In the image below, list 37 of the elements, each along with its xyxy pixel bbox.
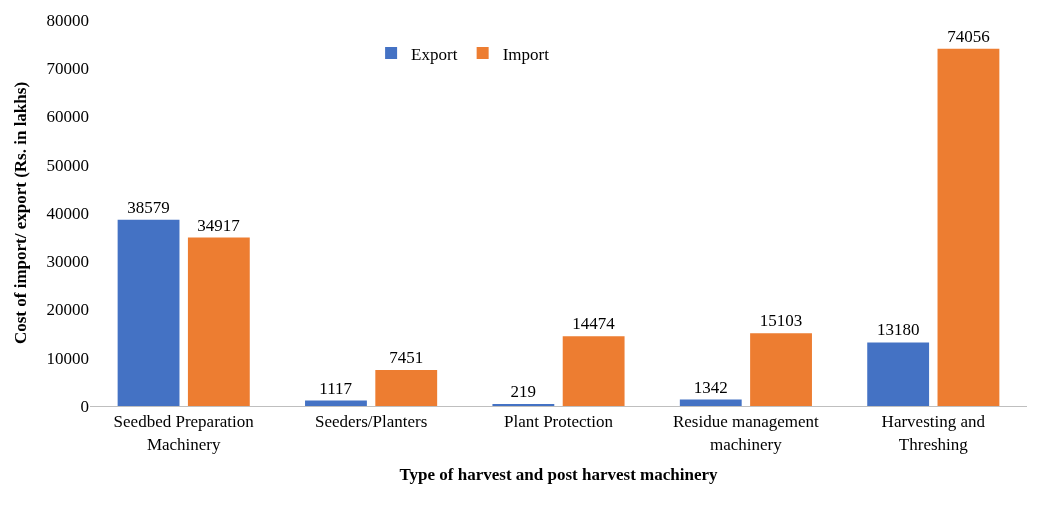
x-axis-title: Type of harvest and post harvest machinery (399, 464, 718, 484)
y-tick-label: 40000 (46, 203, 89, 223)
data-label: 74056 (947, 26, 990, 46)
data-label: 1117 (319, 378, 353, 398)
data-label: 15103 (759, 311, 803, 331)
bar (679, 399, 742, 406)
x-tick-label: Harvesting and Threshing (881, 412, 986, 454)
bar (375, 370, 438, 406)
x-tick-label: Seeders/Planters (314, 412, 428, 432)
data-label: 34917 (197, 215, 241, 235)
data-label: 1342 (693, 377, 728, 397)
x-tick-label: Plant Protection (503, 412, 614, 432)
x-tick-label: Residue management machinery (672, 412, 820, 454)
y-axis-title: Cost of import/ export (Rs. in lakhs) (11, 81, 31, 345)
bar (867, 342, 930, 406)
data-label: 219 (510, 382, 537, 401)
bar (937, 48, 1000, 406)
y-tick-label: 10000 (46, 348, 89, 368)
bar (305, 400, 367, 406)
data-label: 7451 (389, 348, 424, 368)
y-tick-label: 30000 (46, 252, 89, 272)
legend-label: Export (411, 44, 458, 64)
bar (750, 333, 812, 406)
data-label: 13180 (876, 320, 920, 340)
y-tick-label: 50000 (46, 155, 89, 175)
y-tick-label: 80000 (46, 10, 89, 30)
bar (187, 237, 250, 406)
bar (562, 336, 625, 406)
data-label: 14474 (572, 314, 616, 334)
y-tick-label: 60000 (46, 107, 89, 127)
data-label: 38579 (127, 197, 170, 217)
legend-label: Import (502, 44, 550, 64)
y-tick-label: 0 (80, 396, 89, 416)
y-tick-label: 70000 (46, 59, 89, 79)
bar (117, 219, 180, 406)
x-tick-label: Seedbed Preparation Machinery (113, 412, 255, 454)
y-tick-label: 20000 (46, 300, 89, 320)
